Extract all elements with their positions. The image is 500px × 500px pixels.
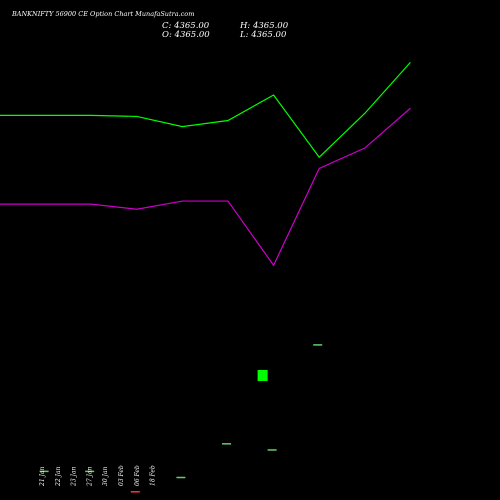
high-value: H: 4365.00 xyxy=(240,21,289,31)
close-value: C: 4365.00 xyxy=(162,21,210,31)
candle-1 xyxy=(85,470,95,473)
candle-4 xyxy=(222,443,231,445)
series-line-1 xyxy=(0,107,411,267)
candle-5 xyxy=(267,449,277,451)
candle-0 xyxy=(39,470,49,473)
candle-2 xyxy=(130,491,140,493)
low-value: L: 4365.00 xyxy=(240,30,287,40)
x-tick-label-1: 22 Jan xyxy=(55,466,62,487)
x-tick-label-4: 30 Jan xyxy=(102,466,109,486)
x-tick-label-3: 27 Jan xyxy=(86,466,93,487)
open-value: O: 4365.00 xyxy=(162,30,210,40)
x-tick-label-6: 06 Feb xyxy=(134,465,141,486)
x-tick-label-2: 23 Jan xyxy=(71,466,78,487)
x-tick-label-0: 21 Jan xyxy=(39,466,46,487)
chart-title: BANKNIFTY 56900 CE Option Chart MunafaSu… xyxy=(12,10,195,18)
candle-6 xyxy=(313,344,323,346)
x-tick-label-7: 18 Feb xyxy=(150,465,157,486)
candle-3 xyxy=(176,476,186,479)
volume-bar-0 xyxy=(257,370,268,381)
x-tick-label-5: 03 Feb xyxy=(118,465,125,486)
series-line-0 xyxy=(0,61,411,159)
